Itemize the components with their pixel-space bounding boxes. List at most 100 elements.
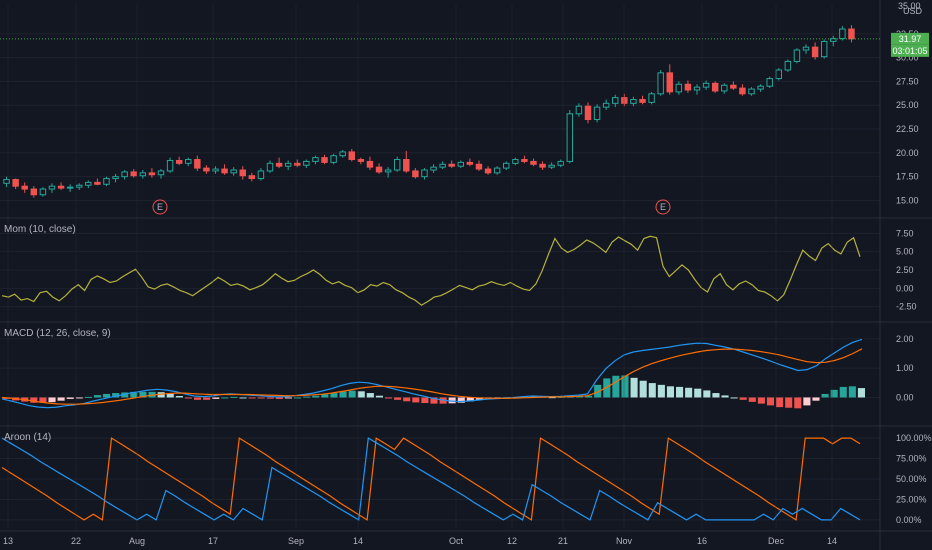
macd-histogram-bar — [103, 393, 111, 398]
candle-body — [121, 171, 128, 178]
macd-histogram-bar — [193, 397, 202, 400]
candle-body — [384, 169, 392, 173]
candle-body — [3, 179, 10, 184]
macd-histogram-bar — [612, 375, 620, 398]
x-axis-label: 16 — [697, 536, 707, 546]
x-axis-label: 13 — [3, 536, 13, 546]
macd-histogram-bar — [66, 397, 74, 399]
macd-histogram-bar — [548, 397, 556, 399]
macd-histogram-bar — [721, 395, 729, 398]
candle-body — [521, 159, 528, 162]
macd-histogram-bar — [184, 397, 192, 399]
macd-histogram-bar — [139, 391, 147, 398]
candle-body — [39, 188, 47, 196]
candle-body — [557, 160, 564, 166]
macd-histogram-bar — [357, 391, 365, 398]
macd-histogram-bar — [857, 388, 865, 398]
macd-histogram-bar — [284, 397, 293, 399]
aroon-down-line — [1, 437, 861, 521]
candle-body — [802, 46, 810, 51]
macd-histogram-bar — [294, 397, 302, 399]
candle-body — [602, 102, 610, 108]
candle-body — [366, 160, 374, 168]
macd-pane-label: MACD (12, 26, close, 9) — [4, 328, 111, 339]
macd-histogram-bar — [730, 397, 738, 399]
candle-body — [221, 168, 228, 174]
candle-body — [584, 105, 592, 121]
earnings-marker — [152, 199, 168, 215]
macd-histogram-bar — [248, 397, 256, 399]
candle-body — [575, 105, 583, 115]
candle-body — [648, 93, 655, 103]
macd-histogram-bar — [666, 386, 675, 398]
candle-body — [666, 72, 673, 93]
macd-histogram-bar — [39, 397, 47, 403]
macd-histogram-bar — [157, 392, 165, 398]
price-tick-label: 30.00 — [896, 53, 919, 63]
macd-histogram-bar — [757, 397, 765, 404]
candle-body — [239, 169, 246, 177]
candle-body — [348, 151, 356, 161]
macd-histogram-bar — [330, 393, 338, 398]
candle-body — [194, 159, 201, 169]
candle-body — [303, 160, 310, 166]
price-top-tick: 35.00 — [898, 1, 921, 11]
aroon-pane-label: Aroon (14) — [4, 432, 52, 443]
macd-histogram-bar — [530, 396, 538, 398]
price-tick-label: 22.50 — [896, 124, 919, 134]
aroon-up-line — [1, 437, 861, 521]
candle-body — [94, 181, 101, 185]
macd-histogram-bar — [748, 397, 756, 402]
x-axis-label: Aug — [129, 536, 145, 546]
candle-body — [830, 38, 837, 42]
candle-body — [439, 163, 446, 168]
x-axis-label: 14 — [827, 536, 837, 546]
macd-histogram-bar — [639, 380, 647, 398]
macd-histogram-bar — [221, 397, 229, 399]
macd-histogram-bar — [821, 393, 829, 398]
candle-body — [421, 169, 428, 178]
macd-histogram-bar — [794, 397, 802, 409]
macd-histogram-bar — [303, 396, 311, 398]
mom-tick-label: -2.50 — [896, 302, 917, 312]
candle-body — [85, 181, 92, 186]
macd-histogram-bar — [812, 397, 820, 401]
x-axis-label: Oct — [449, 536, 464, 546]
macd-histogram-bar — [685, 387, 693, 398]
mom-tick-label: 5.00 — [896, 247, 914, 257]
earnings-marker-label: E — [157, 202, 163, 212]
candle-body — [139, 172, 147, 177]
candle-body — [21, 185, 28, 190]
macd-histogram-bar — [703, 390, 711, 398]
candle-body — [493, 167, 501, 174]
mom-tick-label: 0.00 — [896, 283, 914, 293]
earnings-marker-label: E — [660, 202, 666, 212]
candle-body — [484, 168, 492, 174]
macd-histogram-bar — [766, 397, 775, 406]
candle-body — [112, 176, 119, 180]
macd-histogram-bar — [694, 388, 702, 398]
macd-histogram-bar — [621, 375, 629, 398]
macd-histogram-bar — [475, 397, 484, 400]
macd-tick-label: 0.00 — [896, 392, 914, 402]
price-tick-label: 25.00 — [896, 100, 919, 110]
last-price-value: 31.97 — [899, 34, 922, 44]
candle-body — [430, 166, 437, 171]
earnings-marker — [655, 199, 671, 215]
candle-body — [212, 168, 219, 172]
x-axis-label: Nov — [616, 536, 633, 546]
macd-histogram-bar — [57, 397, 65, 401]
aroon-tick-label: 75.00% — [896, 454, 927, 464]
candle-body — [748, 88, 755, 95]
candle-body — [57, 185, 65, 189]
candle-body — [757, 85, 764, 90]
macd-histogram-bar — [739, 397, 747, 400]
macd-histogram-bar — [803, 397, 811, 406]
macd-histogram-bar — [448, 397, 456, 404]
macd-histogram-bar — [366, 393, 374, 398]
macd-histogram-bar — [839, 386, 847, 398]
macd-histogram-bar — [321, 394, 329, 398]
candle-body — [539, 163, 546, 168]
candle-body — [784, 60, 792, 71]
